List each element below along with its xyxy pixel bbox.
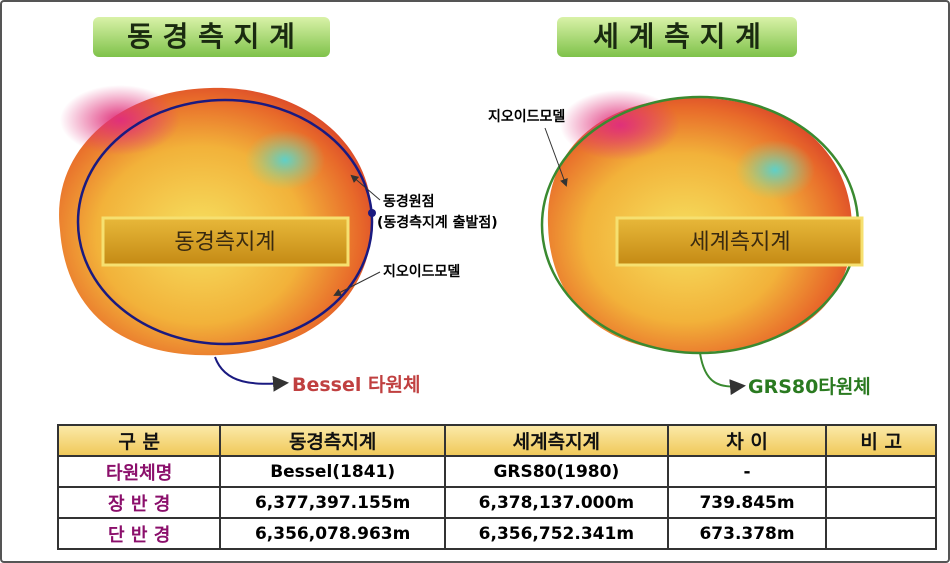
header-cell: 세계측지계 xyxy=(444,424,669,457)
geoid-high xyxy=(60,85,180,155)
origin-note: (동경측지계 출발점) xyxy=(377,214,498,231)
arrow xyxy=(544,127,568,187)
table-row: 단 반 경 6,356,078.963m 6,356,752.341m 673.378… xyxy=(56,517,937,550)
label-box xyxy=(615,216,864,267)
row-name: 타원체명 xyxy=(56,455,222,488)
ellipsoid xyxy=(76,98,374,346)
title-box xyxy=(93,17,330,57)
right-panel: 세 계 측 지 계 세계측지계 지오이드모델 GRS80타원체 xyxy=(488,17,871,398)
header-cell: 차 이 xyxy=(666,424,828,457)
table-row: 타원체명 Bessel(1841) GRS80(1980) - xyxy=(56,455,937,488)
note-cell xyxy=(825,455,937,488)
cell: Bessel(1841) xyxy=(219,455,446,488)
cell: 6,378,137.000m xyxy=(444,486,669,519)
cell: - xyxy=(666,455,828,488)
note-cell xyxy=(825,486,937,519)
geoid-label: 지오이드모델 xyxy=(488,108,565,125)
arrow xyxy=(214,356,289,392)
geoid-low xyxy=(245,130,325,190)
header-cell: 동경측지계 xyxy=(219,424,446,457)
cell: 739.845m xyxy=(666,486,828,519)
arrow xyxy=(350,174,381,201)
origin-dot xyxy=(368,209,376,217)
table-row: 장 반 경 6,377,397.155m 6,378,137.000m 739.845… xyxy=(56,486,937,519)
cell: 6,356,752.341m xyxy=(444,517,669,550)
arrow xyxy=(333,271,381,296)
title-box xyxy=(557,17,797,57)
header-cell: 비 고 xyxy=(825,424,937,457)
left-panel: 동 경 측 지 계 동경측지계 동경원점 (동경측지계 출발점) 지오이드모델 … xyxy=(59,17,498,396)
title: 세 계 측 지 계 xyxy=(593,20,761,53)
header-cell: 구 분 xyxy=(56,424,222,457)
cell: 6,356,078.963m xyxy=(219,517,446,550)
row-name: 장 반 경 xyxy=(56,486,222,519)
geoid-label: 지오이드모델 xyxy=(383,263,460,280)
note-cell xyxy=(825,517,937,550)
label: 동경측지계 xyxy=(174,230,275,255)
arrow xyxy=(699,352,746,396)
ellipsoid-label: Bessel 타원체 xyxy=(292,374,420,396)
title: 동 경 측 지 계 xyxy=(127,20,295,53)
label: 세계측지계 xyxy=(689,230,790,255)
ellipsoid-label: GRS80타원체 xyxy=(748,376,871,398)
cell: GRS80(1980) xyxy=(444,455,669,488)
row-name: 단 반 경 xyxy=(56,517,222,550)
geoid-low xyxy=(735,140,815,200)
label-box xyxy=(101,216,350,267)
cell: 6,377,397.155m xyxy=(219,486,446,519)
geoid-high xyxy=(560,90,680,160)
cell: 673.378m xyxy=(666,517,828,550)
origin: 동경원점 xyxy=(383,193,435,210)
